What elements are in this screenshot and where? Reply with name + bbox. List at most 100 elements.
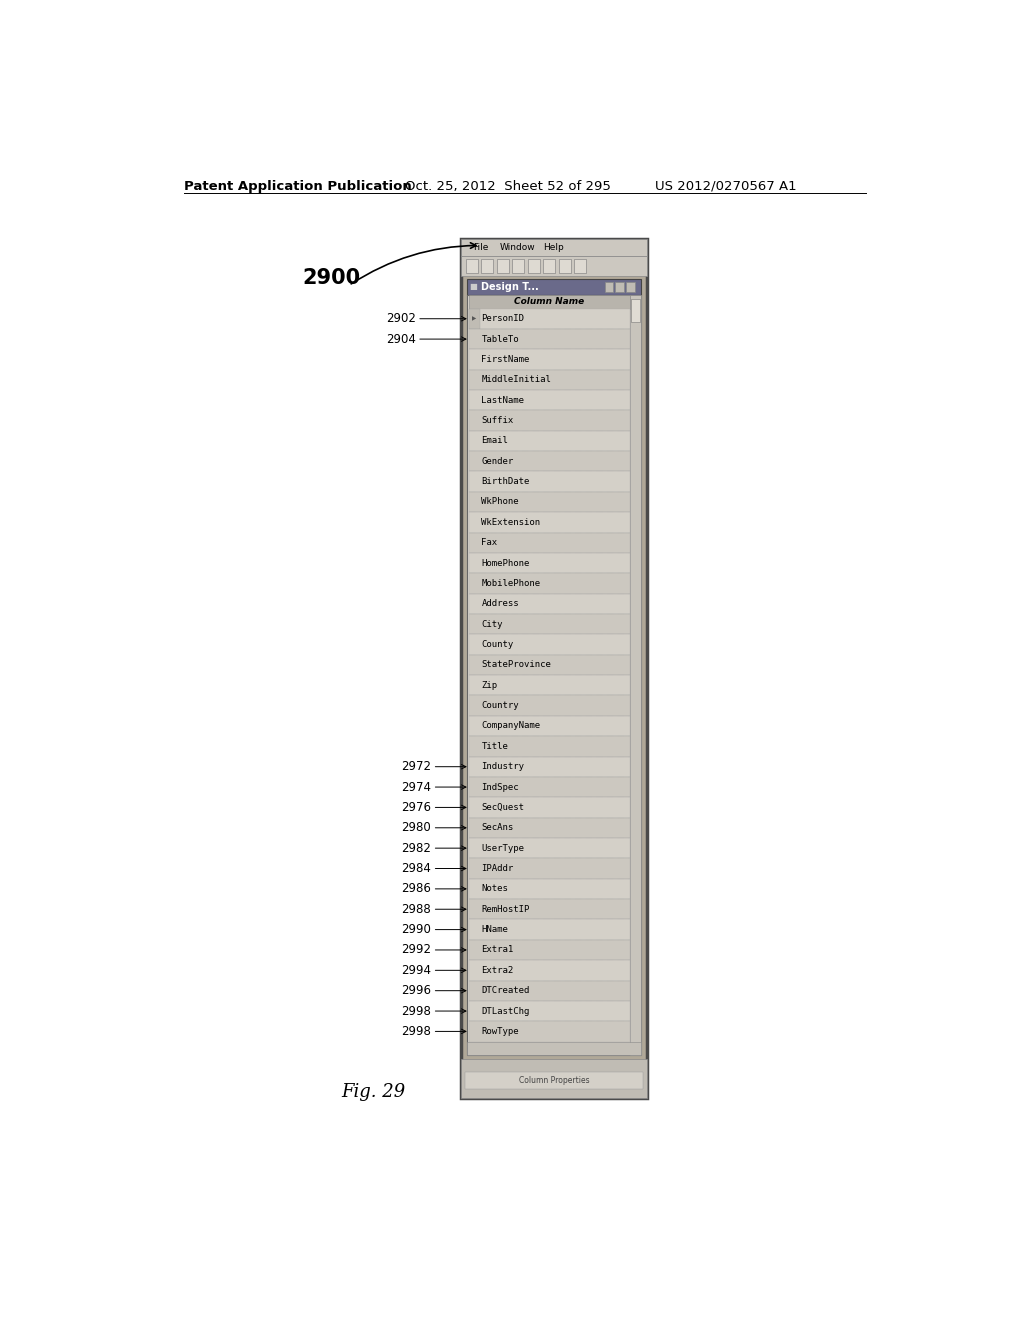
- Text: Help: Help: [543, 243, 563, 252]
- FancyBboxPatch shape: [469, 838, 630, 858]
- Text: Address: Address: [481, 599, 519, 609]
- FancyBboxPatch shape: [469, 879, 630, 899]
- FancyBboxPatch shape: [469, 492, 630, 512]
- FancyBboxPatch shape: [512, 259, 524, 273]
- FancyBboxPatch shape: [461, 239, 647, 1098]
- Text: PersonID: PersonID: [481, 314, 524, 323]
- Text: Gender: Gender: [481, 457, 514, 466]
- FancyBboxPatch shape: [469, 309, 630, 329]
- FancyBboxPatch shape: [604, 281, 613, 293]
- Text: IPAddr: IPAddr: [481, 865, 514, 873]
- FancyBboxPatch shape: [559, 259, 570, 273]
- Text: Suffix: Suffix: [481, 416, 514, 425]
- FancyBboxPatch shape: [469, 696, 630, 715]
- Text: 2974: 2974: [401, 780, 431, 793]
- FancyBboxPatch shape: [469, 655, 630, 675]
- FancyBboxPatch shape: [469, 389, 630, 411]
- FancyBboxPatch shape: [461, 1059, 647, 1098]
- Text: StateProvince: StateProvince: [481, 660, 551, 669]
- Text: 2904: 2904: [386, 333, 416, 346]
- Text: Email: Email: [481, 437, 508, 445]
- Text: FirstName: FirstName: [481, 355, 529, 364]
- Text: Extra1: Extra1: [481, 945, 514, 954]
- FancyBboxPatch shape: [469, 981, 630, 1001]
- FancyBboxPatch shape: [631, 298, 640, 322]
- Text: 2988: 2988: [401, 903, 431, 916]
- Text: Patent Application Publication: Patent Application Publication: [183, 180, 412, 193]
- FancyBboxPatch shape: [469, 777, 630, 797]
- Text: IndSpec: IndSpec: [481, 783, 519, 792]
- FancyBboxPatch shape: [469, 471, 630, 492]
- Text: 2998: 2998: [401, 1024, 431, 1038]
- Text: CompanyName: CompanyName: [481, 722, 541, 730]
- FancyBboxPatch shape: [615, 281, 624, 293]
- Text: 2994: 2994: [401, 964, 431, 977]
- Text: 2902: 2902: [386, 313, 416, 325]
- FancyBboxPatch shape: [469, 573, 630, 594]
- FancyBboxPatch shape: [469, 294, 630, 309]
- Text: RowType: RowType: [481, 1027, 519, 1036]
- FancyBboxPatch shape: [467, 280, 641, 294]
- FancyBboxPatch shape: [465, 1072, 643, 1089]
- FancyBboxPatch shape: [469, 594, 630, 614]
- Text: Design T...: Design T...: [481, 282, 540, 292]
- FancyBboxPatch shape: [469, 899, 630, 920]
- FancyBboxPatch shape: [469, 920, 630, 940]
- Text: Title: Title: [481, 742, 508, 751]
- Text: 2980: 2980: [401, 821, 431, 834]
- FancyBboxPatch shape: [630, 294, 641, 1056]
- Text: UserType: UserType: [481, 843, 524, 853]
- Text: ■: ■: [470, 282, 477, 292]
- Text: ▶: ▶: [472, 317, 476, 321]
- Text: Column Properties: Column Properties: [519, 1076, 590, 1085]
- FancyBboxPatch shape: [469, 797, 630, 817]
- FancyBboxPatch shape: [627, 281, 635, 293]
- Text: DTCreated: DTCreated: [481, 986, 529, 995]
- Text: Window: Window: [500, 243, 536, 252]
- Text: Extra2: Extra2: [481, 966, 514, 975]
- FancyBboxPatch shape: [469, 675, 630, 696]
- Text: 2982: 2982: [401, 842, 431, 854]
- FancyBboxPatch shape: [574, 259, 586, 273]
- FancyBboxPatch shape: [469, 1022, 630, 1041]
- Text: MobilePhone: MobilePhone: [481, 579, 541, 587]
- Text: 2998: 2998: [401, 1005, 431, 1018]
- FancyBboxPatch shape: [528, 259, 540, 273]
- Text: Industry: Industry: [481, 762, 524, 771]
- FancyBboxPatch shape: [469, 329, 630, 350]
- Text: RemHostIP: RemHostIP: [481, 904, 529, 913]
- Text: DTLastChg: DTLastChg: [481, 1007, 529, 1015]
- Text: HomePhone: HomePhone: [481, 558, 529, 568]
- FancyBboxPatch shape: [469, 715, 630, 737]
- Text: 2990: 2990: [401, 923, 431, 936]
- Text: Fig. 29: Fig. 29: [341, 1082, 406, 1101]
- Text: 2992: 2992: [401, 944, 431, 957]
- Text: TableTo: TableTo: [481, 334, 519, 343]
- Text: WkPhone: WkPhone: [481, 498, 519, 507]
- Text: City: City: [481, 619, 503, 628]
- FancyBboxPatch shape: [469, 532, 630, 553]
- FancyBboxPatch shape: [467, 294, 641, 1056]
- FancyBboxPatch shape: [469, 411, 630, 430]
- FancyBboxPatch shape: [497, 259, 509, 273]
- FancyBboxPatch shape: [469, 614, 630, 635]
- Text: MiddleInitial: MiddleInitial: [481, 375, 551, 384]
- FancyBboxPatch shape: [469, 309, 480, 329]
- Text: 2976: 2976: [401, 801, 431, 814]
- FancyBboxPatch shape: [469, 858, 630, 879]
- Text: Column Name: Column Name: [514, 297, 584, 306]
- Text: 2996: 2996: [401, 985, 431, 997]
- FancyBboxPatch shape: [469, 635, 630, 655]
- FancyBboxPatch shape: [469, 737, 630, 756]
- Text: County: County: [481, 640, 514, 649]
- FancyBboxPatch shape: [469, 940, 630, 960]
- FancyBboxPatch shape: [469, 451, 630, 471]
- FancyBboxPatch shape: [469, 370, 630, 389]
- FancyBboxPatch shape: [469, 817, 630, 838]
- Text: LastName: LastName: [481, 396, 524, 405]
- FancyBboxPatch shape: [467, 1041, 641, 1056]
- Text: 2900: 2900: [302, 268, 360, 288]
- FancyBboxPatch shape: [469, 1001, 630, 1022]
- FancyBboxPatch shape: [466, 259, 477, 273]
- FancyBboxPatch shape: [469, 553, 630, 573]
